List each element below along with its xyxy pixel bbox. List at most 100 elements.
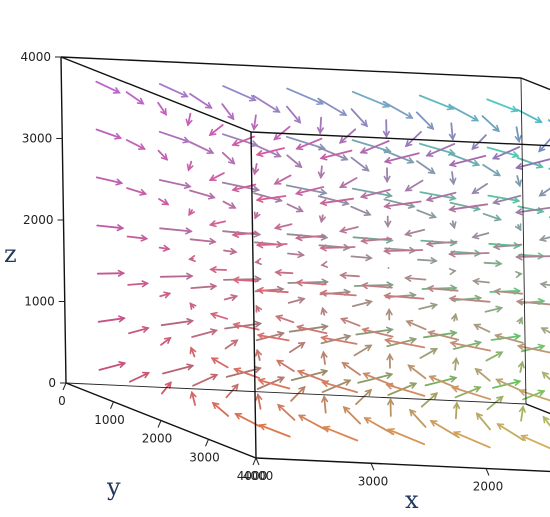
tick-mark <box>252 457 257 466</box>
box-edge <box>65 382 527 405</box>
vector-arrow <box>418 302 439 310</box>
tick-mark <box>110 401 114 409</box>
y-tick-label: 2000 <box>142 432 173 446</box>
vector-arrow <box>518 388 550 402</box>
vector-arrow <box>222 85 257 102</box>
box-edge <box>250 131 257 459</box>
vector-arrow <box>339 271 360 279</box>
vector-arrow <box>404 274 427 282</box>
vector-arrow <box>128 325 150 335</box>
vector-arrow <box>209 311 229 320</box>
vector-arrow <box>341 361 361 376</box>
vector-arrow <box>222 200 237 209</box>
vector-arrow <box>319 244 356 252</box>
vector-arrow <box>95 80 121 94</box>
vector-arrow <box>255 241 288 249</box>
vector-arrow <box>449 340 492 352</box>
vector-arrow <box>482 163 502 177</box>
vector-arrow <box>208 220 227 228</box>
vector-arrow <box>384 337 426 349</box>
vector-arrow <box>360 282 393 290</box>
vector-arrow <box>286 154 303 169</box>
vector-arrow <box>295 137 323 151</box>
z-tick-label: 4000 <box>20 50 51 64</box>
vector-arrow <box>404 179 424 192</box>
vector-arrow <box>448 203 489 213</box>
z-tick-label: 0 <box>48 376 56 390</box>
vector-arrow <box>417 257 438 265</box>
vector-arrow <box>386 352 394 369</box>
vector-arrow <box>221 151 236 165</box>
y-tick-label: 1000 <box>94 413 125 427</box>
vector-arrow <box>157 149 169 161</box>
vector-arrow <box>160 317 195 327</box>
vector-arrow <box>491 146 521 160</box>
vector-arrow <box>515 270 523 279</box>
vector-arrow <box>481 115 500 133</box>
vector-arrow <box>518 405 526 422</box>
vector-arrow <box>253 211 261 220</box>
vector-arrow <box>160 336 172 346</box>
vector-arrow <box>319 289 357 297</box>
vector-arrow <box>514 126 522 144</box>
vector-arrow <box>382 100 414 119</box>
vector-arrow <box>95 128 123 140</box>
vector-arrow <box>350 205 372 217</box>
vector-arrow <box>191 328 218 338</box>
vector-arrow <box>351 299 373 308</box>
vector-arrow <box>419 191 457 202</box>
vector-arrow <box>450 385 492 401</box>
vector-arrow <box>340 317 361 327</box>
vector-arrow <box>351 90 391 108</box>
vector-arrow <box>408 408 427 428</box>
vector-arrow <box>320 350 328 365</box>
vector-arrow <box>256 332 290 342</box>
vector-arrow <box>127 280 150 288</box>
vector-arrow <box>285 184 328 196</box>
vector-arrow <box>273 174 292 185</box>
box-edge <box>250 131 550 147</box>
vector-arrow <box>125 139 146 150</box>
vector-arrow <box>258 423 291 438</box>
vector-arrow <box>254 257 262 266</box>
vector-arrow <box>416 160 436 175</box>
vector-arrow <box>384 215 392 229</box>
vector-arrow <box>448 122 456 141</box>
vector-arrow <box>483 259 503 268</box>
vector-arrow <box>285 105 302 124</box>
vector-arrow <box>452 401 461 420</box>
vector-arrow <box>287 251 305 259</box>
vector-arrow <box>294 186 325 196</box>
vector-arrow <box>275 359 295 373</box>
vector-arrow <box>321 395 329 414</box>
vector-arrow <box>385 307 393 321</box>
vector-arrow <box>383 198 416 209</box>
vector-arrow <box>383 152 420 164</box>
vector-arrow <box>515 253 550 261</box>
vector-arrow <box>486 146 520 159</box>
vector-arrow <box>319 197 355 207</box>
vector-arrow <box>515 298 550 306</box>
vector-arrow <box>361 327 394 338</box>
vector-arrow <box>286 87 325 106</box>
vector-arrow <box>320 334 358 345</box>
y-tick-label: 0 <box>58 394 66 408</box>
vector-arrow <box>473 323 491 333</box>
vector-arrow <box>383 167 391 184</box>
vector-arrow <box>317 97 348 116</box>
vector-arrow <box>96 224 125 232</box>
vector-arrow <box>541 371 550 381</box>
vector-arrow <box>471 182 489 195</box>
vector-arrow <box>317 195 350 206</box>
vector-arrow <box>516 343 550 354</box>
vector-arrow <box>415 111 435 130</box>
vector-arrow <box>253 192 283 203</box>
vector-arrow <box>383 247 424 255</box>
vector-arrow <box>185 112 193 127</box>
vector-arrow <box>224 320 263 330</box>
vector-arrow <box>95 176 124 186</box>
vector-arrow <box>208 124 224 137</box>
vector-arrow <box>316 116 325 135</box>
vector-arrow <box>426 285 459 293</box>
